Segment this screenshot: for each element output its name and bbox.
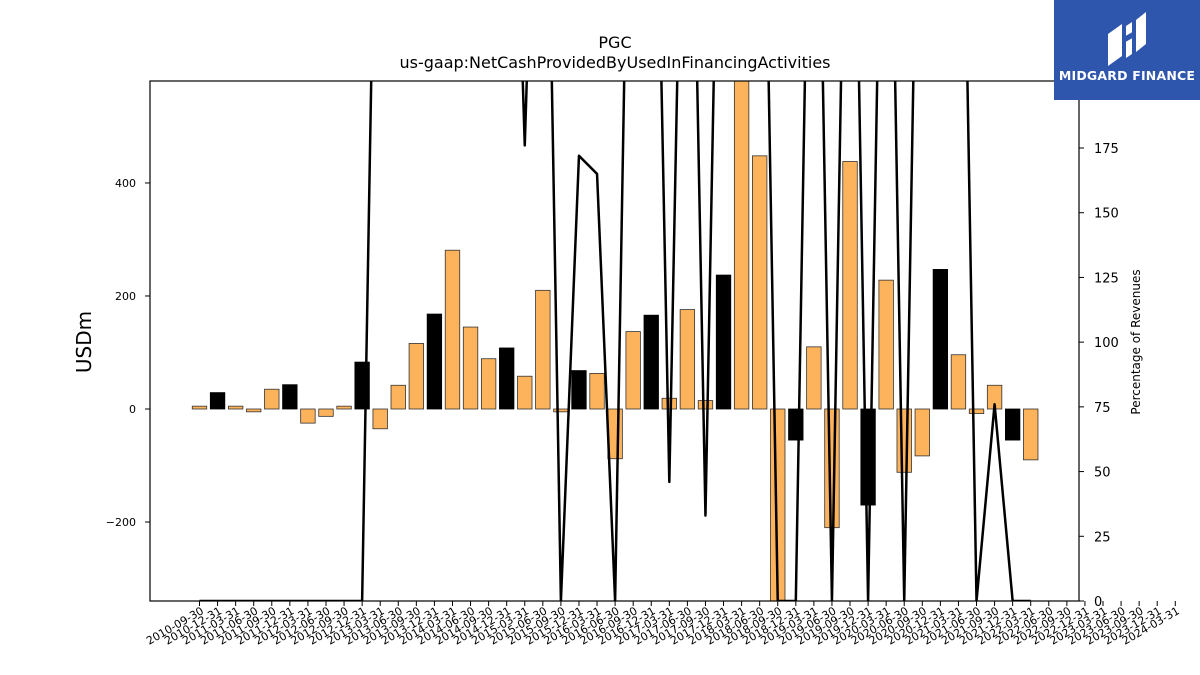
plot-frame [149,80,1080,602]
y2-tick-label-0: 0 [1094,595,1102,610]
bars-layer [191,81,1039,601]
chart-subtitle: us-gaap:NetCashProvidedByUsedInFinancing… [399,53,830,72]
bar-2013-03-31 [372,408,388,430]
bar-2019-03-31 [806,346,822,410]
bar-2011-06-30 [246,408,262,413]
mirrored-m-icon [1108,12,1146,66]
y-axis-left: −200 0 200 400 [106,177,150,529]
bar-2018-12-31 [788,408,804,441]
bar-2017-09-30 [697,400,714,410]
bar-2020-12-31 [932,269,949,410]
bar-2011-12-31 [282,384,298,410]
line-layer [199,81,1031,601]
chart-title: PGC [598,33,631,52]
bar-2019-06-30 [824,408,840,529]
bar-2013-06-30 [390,384,406,410]
bar-2014-12-31 [499,347,515,410]
bar-2013-12-31 [426,313,443,410]
y2-tick-label-75: 75 [1094,401,1111,416]
y-tick-label-200: 200 [115,290,136,303]
bar-2015-09-30 [553,408,569,413]
brand-logo: MIDGARD FINANCE [1054,0,1200,100]
y-tick-label--200: −200 [106,516,136,529]
y2-tick-label-175: 175 [1094,142,1119,157]
bar-2013-09-30 [408,343,424,410]
bar-2017-12-31 [715,274,732,410]
bar-2016-06-30 [607,408,623,460]
y-axis-right: 0 25 50 75 100 125 150 175 [1079,142,1119,610]
bar-2011-03-31 [227,405,244,410]
bar-2018-03-31 [733,81,750,410]
y2-tick-label-150: 150 [1094,207,1119,222]
y2-tick-label-125: 125 [1094,271,1119,286]
bar-2022-03-31 [1023,408,1039,461]
bar-2015-03-31 [517,375,533,410]
bar-2021-12-31 [1005,408,1021,441]
bar-2010-09-30 [191,405,208,410]
y2-tick-label-100: 100 [1094,336,1119,351]
bar-2017-03-31 [661,397,677,410]
y-tick-label-0: 0 [129,403,136,416]
bar-2014-06-30 [462,326,479,410]
y2-tick-label-50: 50 [1094,466,1111,481]
bar-2018-06-30 [752,155,768,410]
bar-2010-12-31 [209,392,226,410]
y2-axis-label: Percentage of Revenues [1129,269,1143,414]
bar-2015-12-31 [571,370,587,410]
bar-2016-03-31 [589,372,605,410]
line-percentage-of-revenues [199,81,1031,601]
bar-2012-06-30 [318,408,334,417]
bar-2012-03-31 [300,408,316,424]
bar-2020-09-30 [914,408,930,457]
bar-2019-12-31 [860,408,876,506]
bar-2016-12-31 [643,314,659,410]
logo-text: MIDGARD FINANCE [1058,68,1196,83]
bar-2012-09-30 [336,405,352,410]
bar-2016-09-30 [625,331,641,410]
bar-2015-06-30 [535,289,551,410]
bar-2011-09-30 [264,388,280,410]
bar-2017-06-30 [679,309,696,410]
bar-2014-03-31 [444,249,461,410]
bar-2020-06-30 [896,408,912,473]
bar-2014-09-30 [480,358,497,410]
y-axis-label: USDm [72,311,96,373]
bar-2019-09-30 [842,161,858,410]
y-tick-label-400: 400 [115,177,136,190]
y2-tick-label-25: 25 [1094,530,1111,545]
bar-2021-06-30 [968,408,985,414]
bar-2021-03-31 [950,354,967,410]
x-axis: 2010-09-302010-12-312011-03-312011-06-30… [144,601,1182,648]
bar-2020-03-31 [878,279,894,410]
